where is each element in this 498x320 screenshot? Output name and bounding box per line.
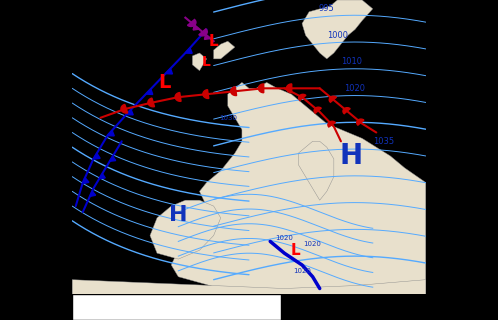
Text: 1020: 1020 [345,84,366,93]
Polygon shape [99,173,105,179]
Polygon shape [108,130,114,136]
FancyBboxPatch shape [72,294,281,320]
Polygon shape [188,20,196,27]
Polygon shape [286,84,292,93]
Polygon shape [231,87,237,96]
Polygon shape [171,83,426,294]
Text: Jan 2025 06 UTC: Jan 2025 06 UTC [81,297,170,307]
Text: 1020: 1020 [293,268,311,274]
Text: 1020: 1020 [275,236,293,242]
Text: 995: 995 [319,4,335,13]
Text: H: H [169,205,188,225]
Polygon shape [175,92,181,101]
Text: L: L [202,55,211,69]
Polygon shape [314,107,321,113]
Polygon shape [110,156,116,161]
Polygon shape [258,84,264,93]
Polygon shape [165,68,172,74]
Polygon shape [150,200,221,259]
Text: 1010: 1010 [341,57,362,66]
Polygon shape [82,178,89,184]
Polygon shape [93,153,100,159]
Text: L: L [209,34,219,49]
Polygon shape [343,108,350,114]
Polygon shape [299,94,306,100]
Polygon shape [328,121,336,127]
Polygon shape [203,90,209,99]
Polygon shape [357,119,364,125]
Polygon shape [329,96,337,102]
Polygon shape [192,53,207,71]
Text: H: H [340,142,363,170]
Polygon shape [298,141,334,200]
Polygon shape [214,41,235,59]
Polygon shape [199,29,207,36]
Text: 1030: 1030 [219,115,237,121]
Polygon shape [205,35,211,39]
Text: 1000: 1000 [327,31,348,40]
Polygon shape [126,109,133,115]
Polygon shape [146,89,153,94]
Text: 1035: 1035 [373,137,394,146]
Polygon shape [185,48,192,53]
Polygon shape [72,280,426,294]
Text: @ copyright KNMI: @ copyright KNMI [135,310,210,319]
Text: L: L [158,73,170,92]
Polygon shape [121,104,127,113]
Polygon shape [90,191,96,196]
Polygon shape [148,98,154,107]
Polygon shape [193,25,199,30]
Polygon shape [302,0,373,59]
Text: L: L [290,243,300,258]
Text: 1020: 1020 [304,241,322,247]
